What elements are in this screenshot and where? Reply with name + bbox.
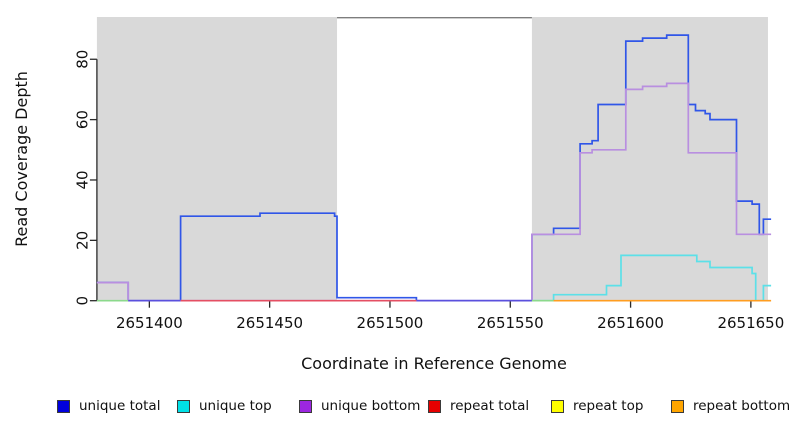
- shaded-regions: [96, 17, 768, 302]
- legend-label: unique top: [199, 398, 272, 414]
- legend-item-unique-bottom: unique bottom: [299, 399, 420, 414]
- y-axis-title: Read Coverage Depth: [12, 71, 31, 247]
- x-tick-label: 2651400: [116, 314, 183, 332]
- x-tick-label: 2651600: [597, 314, 664, 332]
- y-tick-label: 20: [74, 231, 92, 250]
- x-tick-label: 2651450: [236, 314, 303, 332]
- x-tick-label: 2651550: [477, 314, 544, 332]
- tick-labels: 0 20 40 60 80 2651400 2651450 2651500 2651550 265…: [74, 50, 785, 332]
- x-tick-label: 2651500: [357, 314, 424, 332]
- series-unique-bottom: [96, 82, 772, 302]
- legend-item-repeat-bottom: repeat bottom: [671, 399, 790, 414]
- legend-item-unique-top: unique top: [177, 399, 272, 414]
- y-tick-label: 80: [74, 50, 92, 69]
- legend-item-unique-total: unique total: [57, 399, 160, 414]
- legend-swatch-icon: [57, 400, 70, 413]
- legend-label: repeat bottom: [693, 398, 791, 414]
- legend-item-repeat-top: repeat top: [551, 399, 643, 414]
- shaded-region: [96, 17, 338, 302]
- y-tick-label: 0: [74, 296, 92, 306]
- legend-label: repeat total: [450, 398, 530, 414]
- legend-label: unique total: [79, 398, 161, 414]
- legend-swatch-icon: [551, 400, 564, 413]
- legend-swatch-icon: [177, 400, 190, 413]
- x-axis-title: Coordinate in Reference Genome: [301, 354, 567, 373]
- legend-swatch-icon: [299, 400, 312, 413]
- legend: unique total unique top unique bottom repea…: [0, 0, 792, 414]
- legend-item-repeat-total: repeat total: [428, 399, 529, 414]
- x-tick-label: 2651650: [717, 314, 784, 332]
- legend-swatch-icon: [428, 400, 441, 413]
- y-tick-label: 60: [74, 110, 92, 129]
- legend-swatch-icon: [671, 400, 684, 413]
- legend-label: unique bottom: [321, 398, 421, 414]
- shaded-region: [531, 17, 768, 302]
- y-tick-label: 40: [74, 170, 92, 189]
- legend-label: repeat top: [573, 398, 644, 414]
